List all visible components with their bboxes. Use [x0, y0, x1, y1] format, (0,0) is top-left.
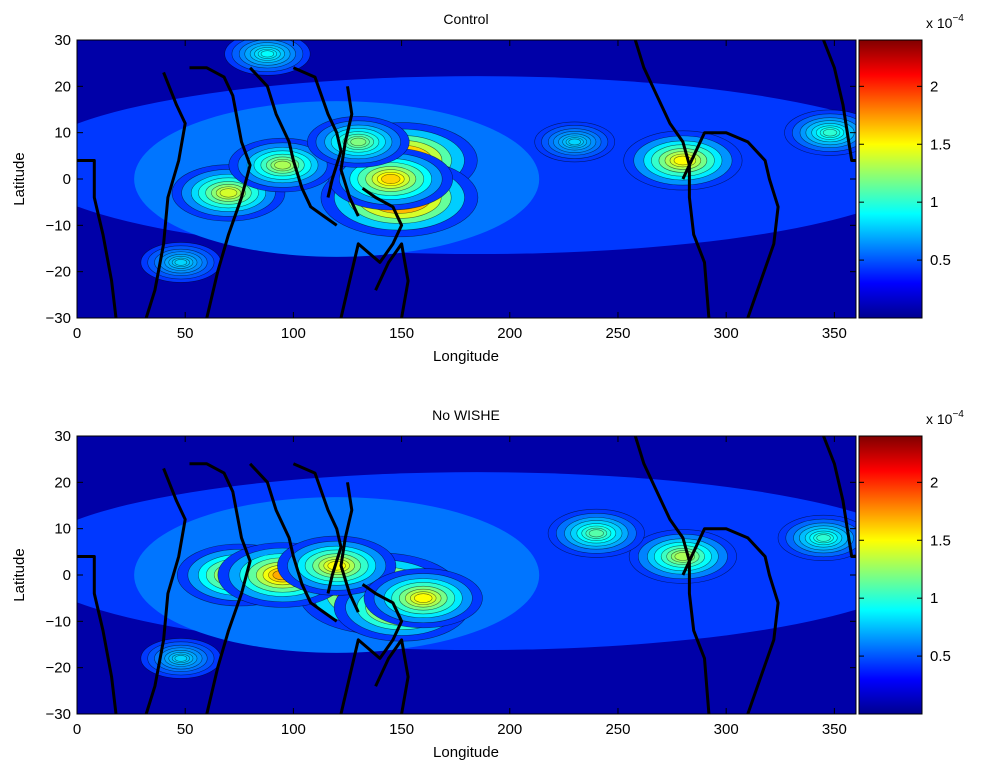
contour-level: [261, 51, 274, 57]
y-tick-label: −30: [46, 706, 71, 723]
y-tick-label: −10: [46, 217, 71, 234]
colorbar: 0.5 1 1.5 2 x 10−4: [859, 409, 964, 714]
panel-title: No WISHE: [432, 407, 500, 423]
colorbar-tick-label: 1: [930, 590, 938, 607]
exponent-base: x 10: [926, 411, 953, 427]
colorbar-tick-label: 1.5: [930, 532, 951, 549]
exponent-base: x 10: [926, 15, 953, 31]
x-tick-label: 200: [497, 721, 522, 738]
y-axis-label: Latitude: [11, 548, 28, 601]
x-tick-label: 200: [497, 325, 522, 342]
y-tick-label: 0: [63, 171, 71, 188]
x-tick-label: 350: [822, 325, 847, 342]
x-tick-label: 50: [177, 721, 194, 738]
contour-blob: [307, 116, 409, 167]
colorbar-gradient: [859, 436, 922, 714]
x-tick-label: 0: [73, 325, 81, 342]
x-tick-label: 150: [389, 325, 414, 342]
y-tick-label: 0: [63, 567, 71, 584]
contour-level: [351, 138, 366, 146]
colorbar-tick-label: 2: [930, 78, 938, 95]
colorbar-exponent: x 10−4: [926, 409, 964, 427]
y-tick-label: 20: [54, 474, 71, 491]
contour-level: [414, 594, 432, 603]
colorbar-tick-label: 2: [930, 474, 938, 491]
contour-blob: [141, 242, 221, 282]
x-tick-label: 350: [822, 721, 847, 738]
contour-blob: [778, 515, 869, 561]
contour-level: [381, 174, 400, 183]
y-tick-label: −30: [46, 310, 71, 327]
contour-level: [817, 535, 831, 542]
y-tick-label: 10: [54, 125, 71, 142]
contour-level: [569, 139, 581, 145]
contour-level: [823, 129, 837, 136]
exponent-power: −4: [952, 409, 964, 420]
x-tick-label: 250: [605, 325, 630, 342]
y-tick-label: −20: [46, 264, 71, 281]
x-axis-label: Longitude: [433, 744, 499, 761]
contour-level: [589, 530, 603, 537]
panel-control: Control 0 50 100 150 200 250 300 350 3020100−10…: [11, 11, 964, 365]
panel-no-wishe: No WISHE 0 50 100 150 200 250 300 350 3020100−1…: [11, 407, 964, 761]
colorbar-tick-label: 0.5: [930, 648, 951, 665]
x-tick-label: 100: [281, 721, 306, 738]
contour-blob: [535, 122, 615, 162]
x-tick-label: 150: [389, 721, 414, 738]
colorbar-gradient: [859, 40, 922, 318]
y-axis-label: Latitude: [11, 152, 28, 205]
x-axis-label: Longitude: [433, 348, 499, 365]
colorbar-exponent: x 10−4: [926, 13, 964, 31]
colorbar-tick-label: 1.5: [930, 136, 951, 153]
y-tick-label: 10: [54, 521, 71, 538]
contour-field: [25, 33, 929, 318]
x-tick-label: 300: [714, 721, 739, 738]
contour-field: [25, 436, 929, 714]
contour-blob: [141, 638, 221, 678]
x-tick-label: 250: [605, 721, 630, 738]
contour-level: [220, 189, 237, 197]
colorbar-tick-label: 1: [930, 194, 938, 211]
x-tick-label: 100: [281, 325, 306, 342]
panel-title: Control: [443, 11, 488, 27]
contour-level: [175, 259, 187, 265]
y-tick-label: −20: [46, 660, 71, 677]
y-tick-label: −10: [46, 613, 71, 630]
colorbar-tick-label: 0.5: [930, 252, 951, 269]
exponent-power: −4: [952, 13, 964, 24]
x-tick-label: 300: [714, 325, 739, 342]
contour-blob: [548, 509, 645, 557]
x-tick-label: 50: [177, 325, 194, 342]
y-tick-label: 30: [54, 32, 71, 49]
contour-level: [275, 161, 291, 169]
contour-level: [175, 655, 187, 661]
y-tick-label: 20: [54, 78, 71, 95]
y-tick-label: 30: [54, 428, 71, 445]
x-tick-label: 0: [73, 721, 81, 738]
colorbar: 0.5 1 1.5 2 x 10−4: [859, 13, 964, 318]
